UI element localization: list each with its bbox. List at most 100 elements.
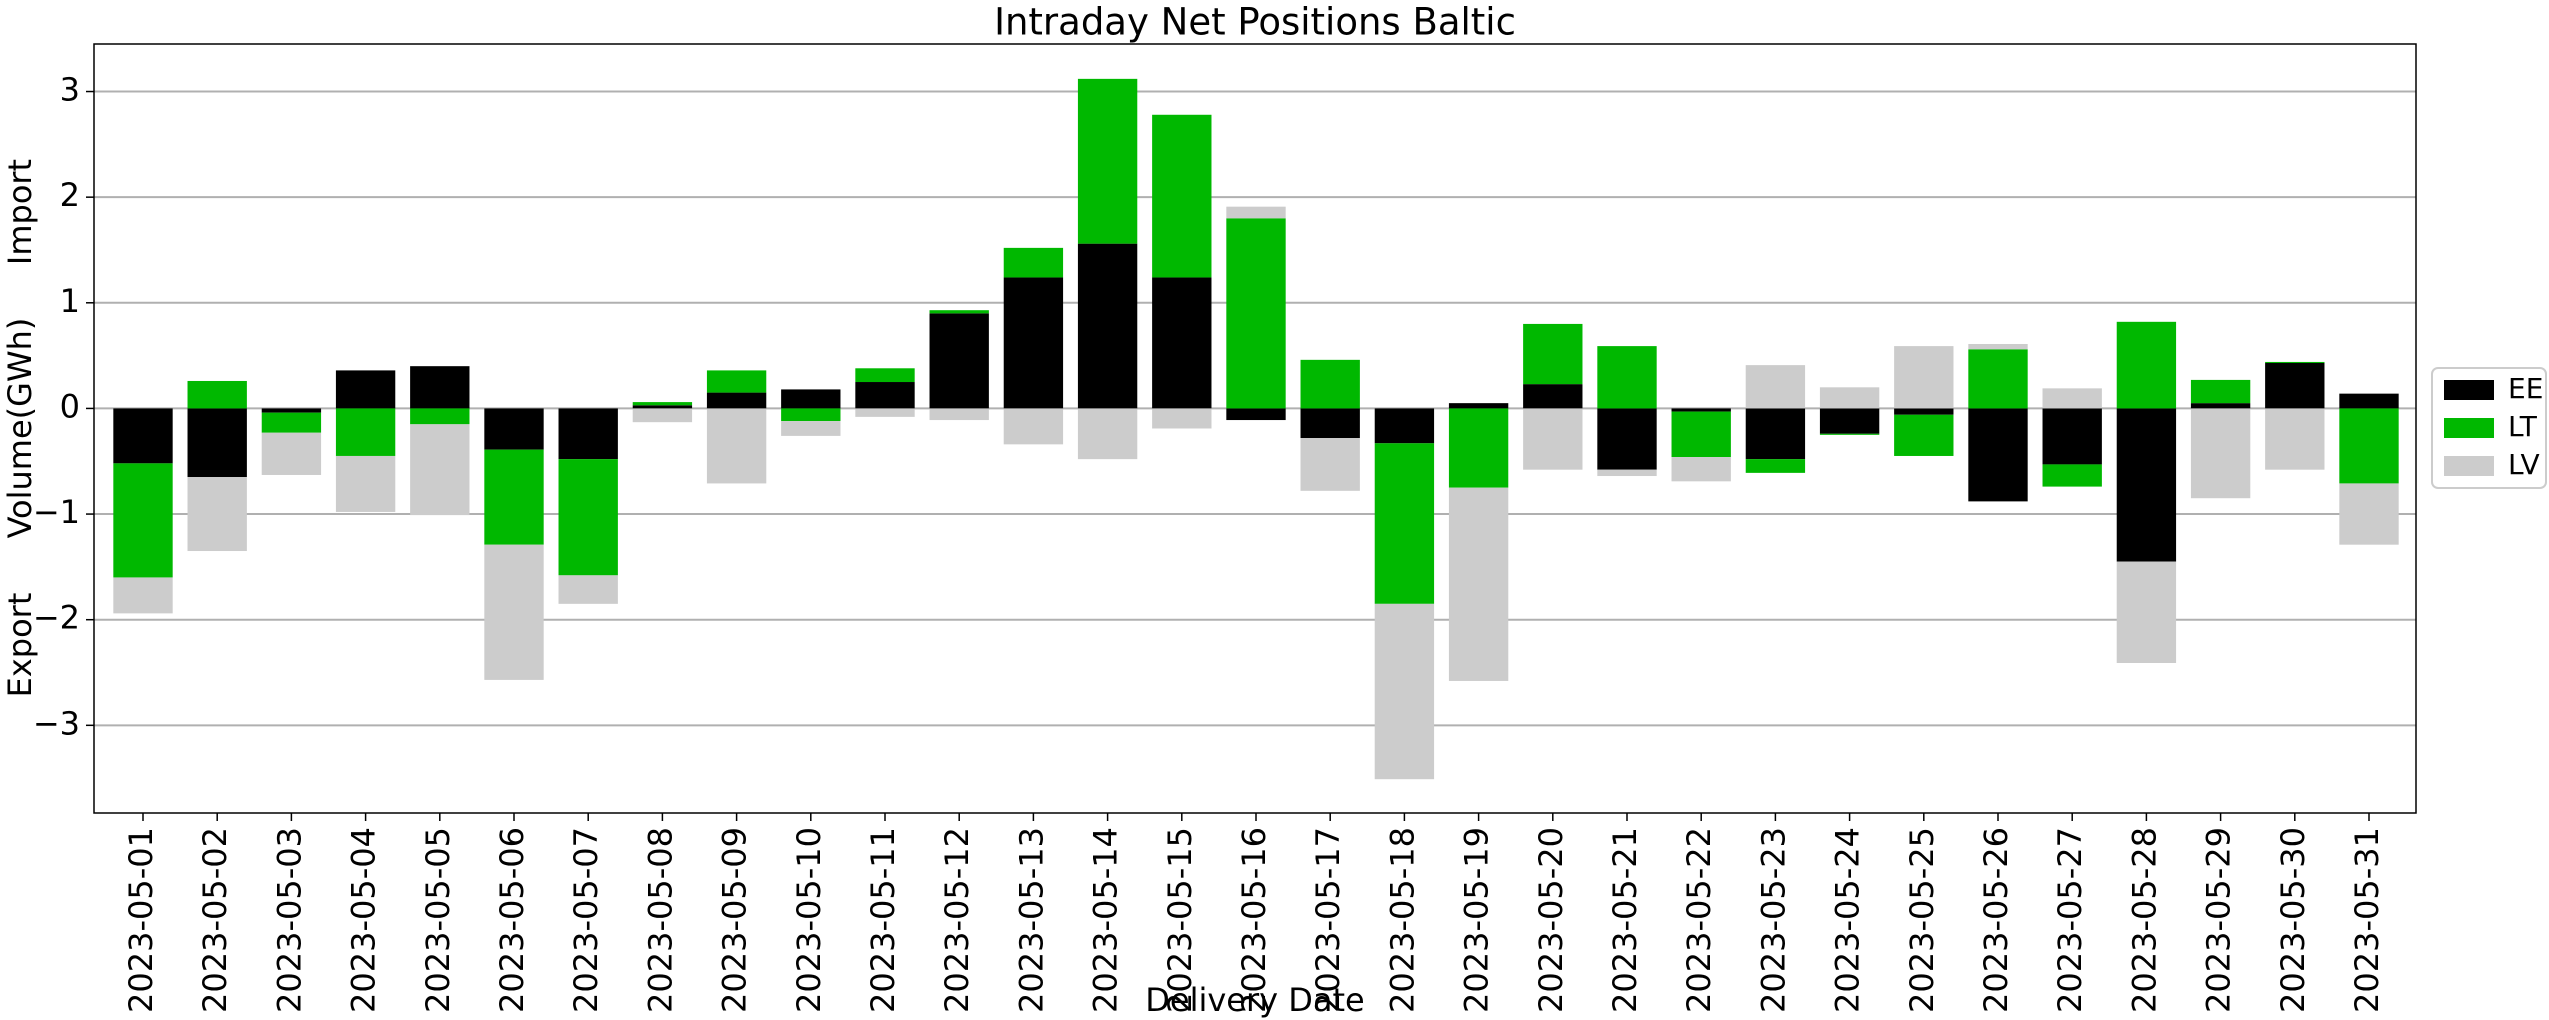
x-tick-label: 2023-05-02 <box>196 827 234 1013</box>
bar <box>855 408 915 417</box>
bar <box>1374 408 1435 444</box>
bar <box>558 575 618 604</box>
legend-swatch <box>2444 418 2494 438</box>
bar <box>1597 469 1657 477</box>
x-tick-label: 2023-05-30 <box>2274 827 2312 1013</box>
bar <box>1448 403 1509 409</box>
bar <box>187 380 247 409</box>
x-tick-label: 2023-05-26 <box>1977 827 2015 1013</box>
bar <box>1894 346 1954 409</box>
bar <box>1448 408 1509 488</box>
bar <box>1003 277 1064 409</box>
bar <box>1968 349 2028 409</box>
x-tick-label: 2023-05-24 <box>1829 827 1867 1013</box>
bar <box>261 408 322 413</box>
bar <box>1226 408 1286 421</box>
x-tick-label: 2023-05-21 <box>1606 827 1644 1013</box>
bar <box>1819 387 1880 409</box>
annotation: Export <box>1 593 39 698</box>
bar <box>1671 457 1731 482</box>
bar <box>1819 433 1880 435</box>
bar <box>187 477 247 552</box>
legend-swatch <box>2444 380 2494 400</box>
bar <box>1003 247 1064 278</box>
x-tick-label: 2023-05-09 <box>716 827 754 1013</box>
x-tick-label: 2023-05-25 <box>1903 827 1941 1013</box>
x-tick-label: 2023-05-05 <box>419 827 457 1013</box>
x-tick-label: 2023-05-15 <box>1161 827 1199 1013</box>
x-tick-label: 2023-05-12 <box>938 827 976 1013</box>
bar <box>1968 408 2028 502</box>
bar <box>1374 443 1435 604</box>
y-tick-label: 0 <box>60 387 80 425</box>
bar <box>1671 408 1731 412</box>
bar <box>706 392 767 409</box>
x-tick-label: 2023-05-06 <box>493 827 531 1013</box>
bar <box>558 408 618 460</box>
bar <box>113 408 173 464</box>
bar <box>187 408 247 478</box>
bar <box>1819 408 1880 434</box>
x-axis-label: Delivery Date <box>1145 981 1364 1019</box>
y-axis-label: Volume(GWh) <box>1 318 39 539</box>
bar <box>2265 408 2325 470</box>
bar <box>1448 487 1509 681</box>
legend-label: LT <box>2508 410 2538 443</box>
chart-title: Intraday Net Positions Baltic <box>994 1 1516 44</box>
bar <box>929 408 989 421</box>
bar <box>1523 408 1583 470</box>
bar <box>2116 561 2177 664</box>
bar <box>706 370 767 393</box>
bar <box>261 432 322 475</box>
bar <box>113 463 173 578</box>
legend-label: LV <box>2508 448 2540 481</box>
x-tick-label: 2023-05-31 <box>2348 827 2386 1013</box>
x-tick-label: 2023-05-23 <box>1754 827 1792 1013</box>
x-tick-label: 2023-05-04 <box>345 827 383 1013</box>
bar <box>261 412 322 433</box>
x-tick-label: 2023-05-27 <box>2051 827 2089 1013</box>
bar <box>1077 78 1138 244</box>
x-tick-label: 2023-05-22 <box>1680 827 1718 1013</box>
bar <box>2339 408 2399 484</box>
x-tick-label: 2023-05-20 <box>1532 827 1570 1013</box>
bar <box>484 449 544 545</box>
bar <box>1300 438 1360 491</box>
x-tick-label: 2023-05-01 <box>122 827 160 1013</box>
x-tick-label: 2023-05-07 <box>567 827 605 1013</box>
y-tick-label: 3 <box>60 71 80 109</box>
y-tick-label: −1 <box>33 493 80 531</box>
bar <box>113 577 173 614</box>
bar <box>2116 408 2177 562</box>
bar <box>781 421 841 436</box>
bar <box>1152 114 1212 278</box>
bar <box>1597 346 1657 409</box>
bar <box>1152 277 1212 409</box>
y-tick-label: −3 <box>33 704 80 742</box>
y-tick-label: 2 <box>60 176 80 214</box>
bar <box>1523 323 1583 385</box>
x-tick-label: 2023-05-13 <box>1012 827 1050 1013</box>
bar <box>1745 459 1806 473</box>
bar <box>1745 365 1806 409</box>
bar <box>2042 464 2102 487</box>
legend-swatch <box>2444 456 2494 476</box>
x-tick-label: 2023-05-28 <box>2125 827 2163 1013</box>
bar <box>929 313 989 409</box>
x-tick-label: 2023-05-08 <box>641 827 679 1013</box>
bar <box>2265 361 2325 364</box>
x-tick-label: 2023-05-16 <box>1235 827 1273 1013</box>
bar <box>632 405 693 409</box>
bar <box>410 408 470 425</box>
bar <box>1745 408 1806 460</box>
bar <box>855 368 915 383</box>
bar <box>1152 408 1212 429</box>
bar <box>1300 359 1360 409</box>
bar <box>1300 408 1360 439</box>
bar <box>484 408 544 450</box>
bar <box>1226 218 1286 409</box>
bar <box>2116 321 2177 409</box>
bar <box>410 424 470 516</box>
x-tick-label: 2023-05-10 <box>790 827 828 1013</box>
